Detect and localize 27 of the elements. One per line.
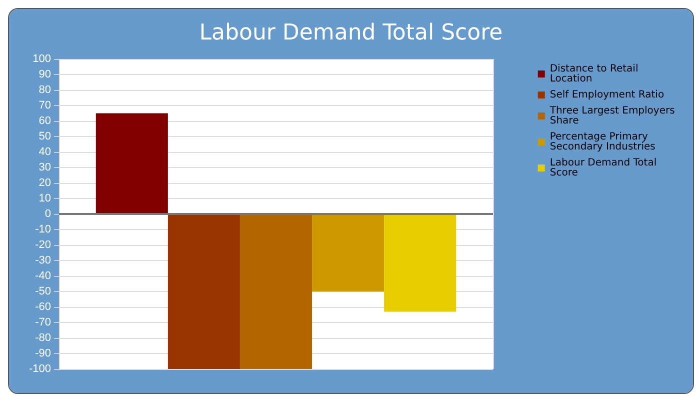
y-tick-label: -70 — [35, 316, 51, 328]
y-tick-label: -20 — [35, 239, 51, 251]
y-tick-label: 40 — [38, 146, 51, 158]
y-tick-label: 30 — [38, 162, 51, 174]
y-tick-label: -10 — [35, 224, 51, 236]
y-tick-label: 90 — [38, 68, 51, 80]
y-tick-label: 60 — [38, 115, 51, 127]
y-tick-label: 100 — [32, 53, 51, 65]
legend-label: Three Largest Employers Share — [548, 106, 678, 126]
y-tick-label: -50 — [35, 286, 51, 298]
y-tick-label: -80 — [35, 332, 51, 344]
y-tick-label: 50 — [38, 130, 51, 142]
legend-label: Percentage Primary Secondary Industries — [550, 132, 656, 152]
legend-label: Distance to Retail Location — [550, 64, 642, 84]
y-tick-label: 70 — [38, 100, 51, 112]
legend-label: Self Employment Ratio — [550, 90, 664, 100]
chart-title: Labour Demand Total Score — [199, 20, 503, 46]
y-tick-label: 80 — [38, 84, 51, 96]
y-tick-label: -40 — [35, 270, 51, 282]
legend-label: Labour Demand Total Score — [550, 158, 660, 178]
y-tick-label: -30 — [35, 254, 51, 266]
y-tick-label: 0 — [44, 208, 51, 220]
y-tick-label: -100 — [28, 363, 51, 375]
y-tick-label: -60 — [35, 301, 51, 313]
y-tick-label: 20 — [38, 177, 51, 189]
y-tick-label: -90 — [35, 348, 51, 360]
y-tick-label: 10 — [38, 192, 51, 204]
